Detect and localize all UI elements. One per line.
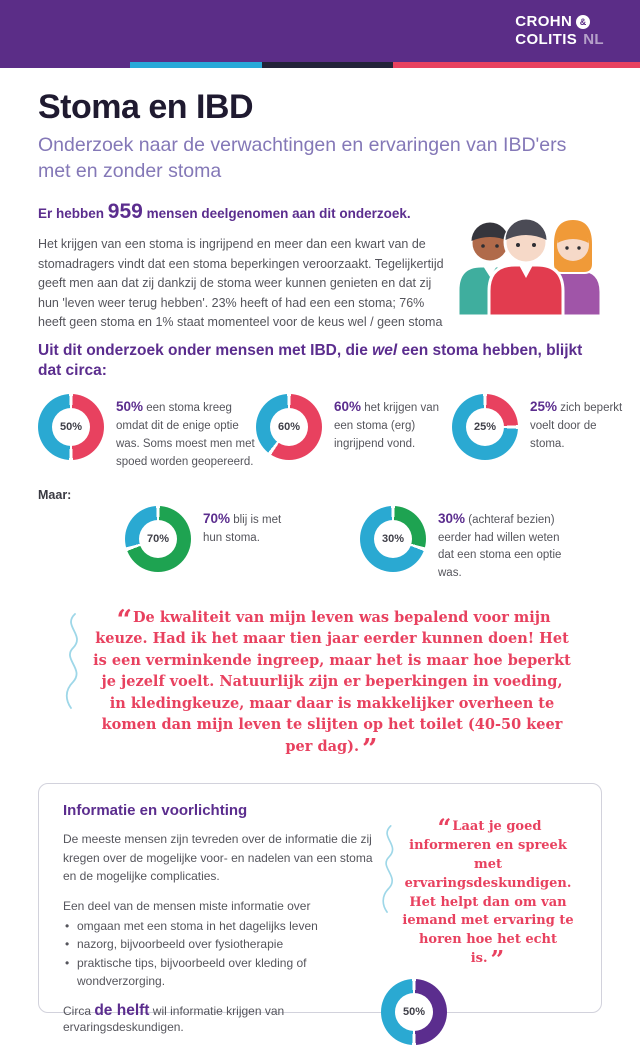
donut-value-label: 50% [402, 1005, 426, 1018]
participants-count: 959 [107, 200, 143, 224]
close-quote-icon: ” [362, 733, 377, 765]
quote-text: “Laat je goed informeren en spreek met e… [402, 813, 574, 975]
quote-text: “De kwaliteit van mijn leven was bepalen… [93, 604, 571, 765]
intro-section: Er hebben 959 mensen deelgenomen aan dit… [38, 200, 602, 333]
participants-line: Er hebben 959 mensen deelgenomen aan dit… [38, 200, 411, 224]
stats-row-2: 70% 70% blij is met hun stoma. 30% 30% (… [38, 505, 602, 583]
squiggle-icon [382, 825, 394, 914]
info-box-left-column: Informatie en voorlichting De meeste men… [63, 802, 375, 1034]
info-box-right-column: “Laat je goed informeren en spreek met e… [375, 802, 577, 1045]
de-helft-highlight: de helft [94, 1001, 150, 1019]
donut-chart-50: 50% [38, 394, 104, 461]
donut-value-label: 25% [473, 421, 497, 434]
stripe-red [392, 62, 640, 68]
stripe-purple [0, 62, 130, 68]
donut-chart-25: 25% [452, 394, 518, 461]
open-quote-icon: “ [116, 604, 131, 636]
donut-value-label: 30% [381, 532, 405, 545]
stripe-cyan [129, 62, 262, 68]
stat-tile-60: 60% 60% het krijgen van een stoma (erg) … [256, 394, 452, 471]
stat-tile-70: 70% 70% blij is met hun stoma. [125, 505, 360, 583]
squiggle-icon [65, 613, 78, 709]
logo-word-colitis: COLITIS [515, 31, 578, 48]
stat-text: 25% zich beperkt voelt door de stoma. [530, 399, 623, 450]
ampersand-circle-icon: & [576, 15, 591, 29]
logo-word-crohn: CROHN [515, 13, 573, 30]
donut-value-label: 60% [277, 421, 301, 434]
heading-emphasis: wel [372, 341, 398, 359]
crohn-colitis-logo: CROHN & COLITIS NL [515, 13, 604, 49]
three-people-avatars-icon [456, 218, 602, 317]
stat-tile-25: 25% 25% zich beperkt voelt door de stoma… [452, 394, 632, 471]
info-paragraph-1: De meeste mensen zijn tevreden over de i… [63, 832, 373, 884]
open-quote-icon: “ [437, 813, 452, 843]
stat-text: 60% het krijgen van een stoma (erg) ingr… [334, 399, 440, 450]
info-footer-line: Circa de helft wil informatie krijgen va… [63, 1001, 285, 1034]
bullet-item: omgaan met een stoma in het dagelijks le… [63, 917, 375, 936]
maar-label: Maar: [38, 487, 72, 502]
page-subtitle: Onderzoek naar de verwachtingen en ervar… [38, 134, 567, 182]
bullet-item: nazorg, bijvoorbeeld over fysiotherapie [63, 935, 375, 954]
stat-text: 50% een stoma kreeg omdat dit de enige o… [116, 399, 255, 468]
close-quote-icon: ” [490, 945, 504, 975]
donut-value-label: 70% [146, 532, 170, 545]
people-illustration [450, 194, 602, 333]
info-box-title: Informatie en voorlichting [63, 802, 248, 820]
stat-text: 70% blij is met hun stoma. [203, 510, 282, 544]
donut-chart-50-info: 50% [381, 978, 447, 1045]
stat-tile-30: 30% 30% (achteraf bezien) eerder had wil… [360, 505, 576, 583]
header-bar: CROHN & COLITIS NL [0, 0, 640, 62]
bullet-item: praktische tips, bijvoorbeeld over kledi… [63, 954, 375, 991]
donut-chart-60: 60% [256, 394, 322, 461]
donut-chart-30: 30% [360, 505, 426, 572]
intro-paragraph: Het krijgen van een stoma is ingrijpend … [38, 237, 444, 330]
info-box: Informatie en voorlichting De meeste men… [38, 783, 602, 1045]
donut-chart-70: 70% [125, 505, 191, 572]
section-heading: Uit dit onderzoek onder mensen met IBD, … [38, 341, 583, 380]
quote-block-2: “Laat je goed informeren en spreek met e… [377, 813, 577, 975]
stat-text: 30% (achteraf bezien) eerder had willen … [438, 510, 562, 580]
stripe-navy [261, 62, 393, 68]
stat-tile-50: 50% 50% een stoma kreeg omdat dit de eni… [38, 394, 256, 471]
logo-suffix-nl: NL [583, 31, 604, 48]
info-bullet-list: omgaan met een stoma in het dagelijks le… [63, 917, 375, 991]
donut-value-label: 50% [59, 421, 83, 434]
stats-row-1: 50% 50% een stoma kreeg omdat dit de eni… [38, 394, 622, 471]
page-title: Stoma en IBD [38, 88, 254, 126]
brand-color-stripe [0, 62, 640, 68]
quote-block-1: “De kwaliteit van mijn leven was bepalen… [38, 604, 602, 765]
info-paragraph-2: Een deel van de mensen miste informatie … [63, 898, 311, 913]
